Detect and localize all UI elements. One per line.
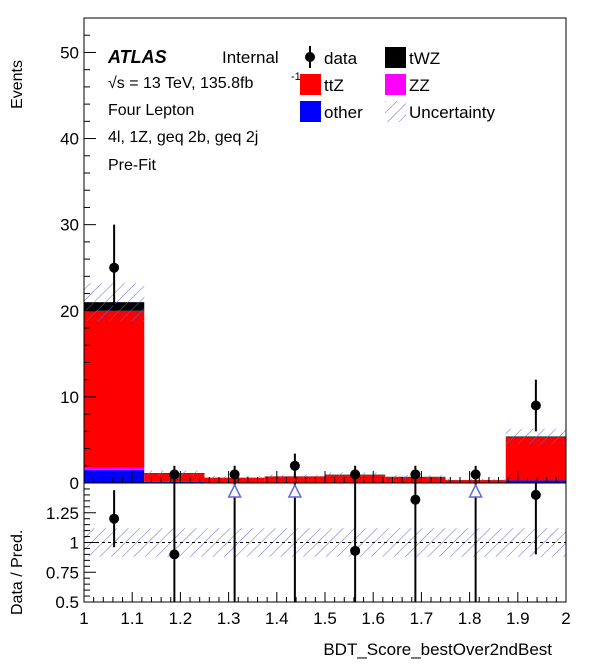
data-point-2 bbox=[229, 469, 240, 480]
ratio-tick-label-0.5: 0.5 bbox=[55, 593, 79, 612]
legend-label-data: data bbox=[324, 49, 358, 68]
bar-other-7 bbox=[505, 480, 566, 483]
x-tick-label-1.5: 1.5 bbox=[313, 609, 337, 628]
legend-swatch-tWZ bbox=[385, 47, 406, 68]
data-point-1 bbox=[169, 469, 180, 480]
data-point-3 bbox=[289, 460, 300, 471]
ratio-offscale-arrow-2 bbox=[227, 483, 242, 498]
main-uncertainty-band bbox=[84, 283, 566, 482]
data-point-4 bbox=[350, 469, 361, 480]
ratio-data-points bbox=[109, 483, 541, 602]
data-point-6 bbox=[470, 469, 481, 480]
y-tick-label-30: 30 bbox=[60, 216, 79, 235]
legend-marker-data bbox=[305, 52, 315, 62]
uncertainty-band-7 bbox=[505, 428, 566, 445]
legend-label-other: other bbox=[324, 103, 363, 122]
y-tick-label-50: 50 bbox=[60, 43, 79, 62]
x-tick-label-1.9: 1.9 bbox=[506, 609, 530, 628]
ratio-offscale-arrow-6 bbox=[468, 483, 483, 498]
y-tick-label-10: 10 bbox=[60, 388, 79, 407]
legend-swatch-other bbox=[300, 101, 321, 122]
legend: data tWZ ttZ ZZ other Uncertainty bbox=[300, 46, 495, 122]
ratio-point-1 bbox=[169, 549, 180, 560]
ratio-y-axis-label: Data / Pred. bbox=[9, 530, 26, 615]
x-tick-label-1.6: 1.6 bbox=[361, 609, 385, 628]
fit-label: Pre-Fit bbox=[108, 157, 157, 174]
data-point-5 bbox=[410, 469, 421, 480]
lumi-superscript: -1 bbox=[291, 71, 301, 83]
y-tick-label-20: 20 bbox=[60, 302, 79, 321]
bar-other-0 bbox=[84, 470, 145, 483]
y-tick-label-0: 0 bbox=[70, 474, 79, 493]
legend-label-tWZ: tWZ bbox=[409, 49, 440, 68]
legend-swatch-unc bbox=[385, 101, 406, 122]
x-tick-label-1.8: 1.8 bbox=[458, 609, 482, 628]
x-tick-label-1.4: 1.4 bbox=[265, 609, 289, 628]
atlas-label: ATLAS bbox=[107, 47, 167, 67]
data-point-7 bbox=[530, 400, 541, 411]
ratio-point-4 bbox=[350, 545, 361, 556]
selection-label: 4l, 1Z, geq 2b, geq 2j bbox=[108, 129, 258, 146]
main-axes: 0 10 20 30 40 50 bbox=[60, 17, 567, 493]
x-tick-label-2: 2 bbox=[561, 609, 570, 628]
region-label: Four Lepton bbox=[108, 102, 194, 119]
ratio-tick-label-1.25: 1.25 bbox=[46, 504, 79, 523]
energy-label: √s = 13 TeV, 135.8fb bbox=[108, 75, 253, 92]
internal-label: Internal bbox=[222, 48, 279, 67]
bar-ttZ-3 bbox=[264, 476, 325, 483]
bar-ZZ-0 bbox=[84, 467, 145, 471]
bar-ttZ-0 bbox=[84, 310, 145, 468]
legend-label-ttZ: ttZ bbox=[324, 76, 344, 95]
legend-swatch-ZZ bbox=[385, 74, 406, 95]
x-tick-label-1.7: 1.7 bbox=[410, 609, 434, 628]
ratio-axes: 1 1.1 1.2 1.3 1.4 1.5 1.6 1.7 1.8 1.9 2 0.5 0.75 1 1.2… bbox=[46, 488, 571, 628]
x-tick-label-1.3: 1.3 bbox=[217, 609, 241, 628]
main-plot-stack bbox=[84, 302, 566, 483]
y-axis-label: Events bbox=[9, 60, 26, 109]
ratio-point-5 bbox=[410, 494, 421, 505]
legend-swatch-ttZ bbox=[300, 74, 321, 95]
legend-label-ZZ: ZZ bbox=[409, 76, 430, 95]
y-tick-label-40: 40 bbox=[60, 130, 79, 149]
bar-ttZ-7 bbox=[505, 437, 566, 481]
x-tick-label-1.2: 1.2 bbox=[169, 609, 193, 628]
legend-label-unc: Uncertainty bbox=[409, 103, 495, 122]
ratio-uncertainty-band bbox=[84, 528, 566, 557]
x-axis-label: BDT_Score_bestOver2ndBest bbox=[323, 640, 552, 659]
ratio-tick-label-1: 1 bbox=[70, 534, 79, 553]
ratio-tick-label-0.75: 0.75 bbox=[46, 563, 79, 582]
data-point-0 bbox=[109, 262, 120, 273]
x-tick-label-1: 1 bbox=[79, 609, 88, 628]
ratio-offscale-arrow-3 bbox=[287, 483, 303, 498]
x-tick-label-1.1: 1.1 bbox=[120, 609, 144, 628]
ratio-point-0 bbox=[109, 513, 120, 524]
main-data-points bbox=[109, 224, 541, 483]
ratio-point-7 bbox=[530, 489, 541, 500]
